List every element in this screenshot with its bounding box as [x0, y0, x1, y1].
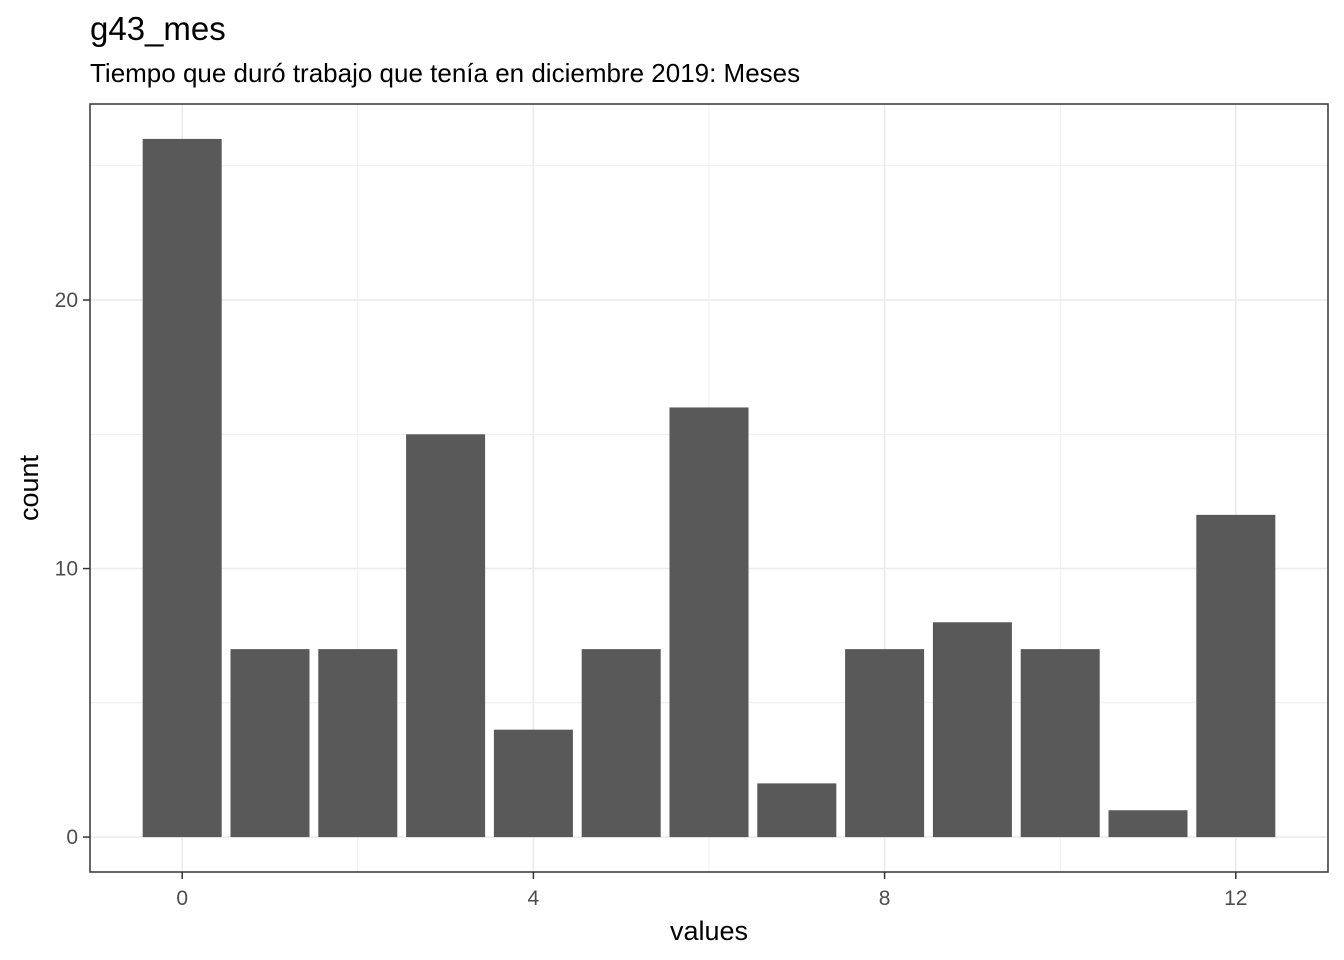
y-axis: 0 10 20: [55, 289, 90, 849]
y-tick-label: 20: [55, 289, 78, 312]
bar: [318, 649, 398, 838]
x-tick-label: 0: [176, 887, 188, 910]
panel-border: [89, 103, 1329, 873]
bar: [757, 783, 837, 838]
x-axis-title: values: [670, 916, 748, 946]
y-tick-label: 0: [66, 826, 78, 849]
bar: [493, 729, 573, 838]
chart-subtitle: Tiempo que duró trabajo que tenía en dic…: [90, 58, 801, 88]
bar: [581, 649, 661, 838]
x-tick-label: 12: [1224, 887, 1247, 910]
bars: [142, 138, 1276, 838]
bar: [1108, 810, 1188, 838]
bar: [669, 407, 749, 838]
bar: [932, 622, 1012, 838]
x-axis: 0 4 8 12: [176, 872, 1247, 910]
bar: [845, 649, 925, 838]
y-tick-label: 10: [55, 558, 78, 581]
x-tick-label: 4: [528, 887, 540, 910]
bar: [142, 138, 222, 838]
bar: [1020, 649, 1100, 838]
bar: [406, 434, 486, 838]
bar: [1196, 514, 1276, 838]
x-tick-label: 8: [879, 887, 891, 910]
bar: [230, 649, 310, 838]
y-axis-title: count: [14, 454, 44, 521]
chart-title: g43_mes: [90, 10, 226, 47]
